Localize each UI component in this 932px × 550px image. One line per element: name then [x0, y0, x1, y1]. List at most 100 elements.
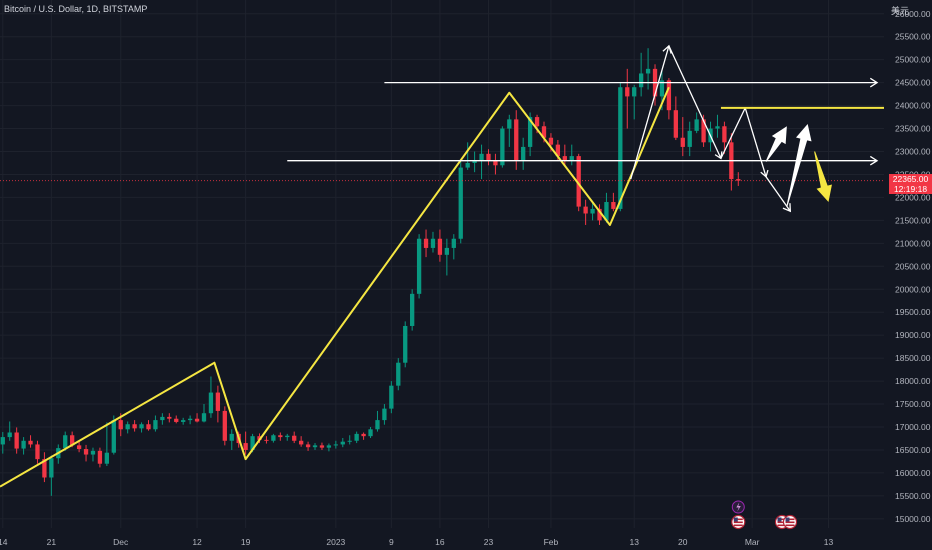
price-tick-label: 23500.00: [895, 124, 931, 134]
lightning-event-icon[interactable]: [731, 500, 745, 514]
price-tick-label: 24000.00: [895, 101, 931, 111]
price-tick-label: 19500.00: [895, 307, 931, 317]
candle-body: [625, 87, 630, 97]
candle-body: [666, 80, 672, 111]
candle-body: [638, 73, 644, 88]
price-tick-label: 24500.00: [895, 78, 931, 88]
us-flag-event-icon[interactable]: [731, 514, 746, 530]
price-tick-label: 15000.00: [895, 514, 931, 524]
time-tick-label: Feb: [544, 537, 559, 547]
candle-body: [659, 80, 665, 97]
candle-body: [396, 362, 401, 386]
white-zigzag-projection[interactable]: [630, 45, 791, 212]
candle-body: [49, 458, 54, 478]
flag-stripe: [785, 521, 795, 524]
horizontal-grid-lines: [0, 13, 884, 520]
yellow-forecast-arrow[interactable]: [814, 151, 832, 203]
candle-body: [604, 202, 609, 221]
candle-body: [28, 440, 33, 445]
candle-body: [76, 445, 82, 450]
candle-body: [146, 424, 151, 430]
current-price-tag: 22365.00 12:19:18: [889, 174, 932, 194]
candle-body: [63, 435, 68, 449]
candle-body: [548, 137, 554, 145]
bar-countdown: 12:19:18: [893, 184, 928, 194]
time-tick-label: Mar: [745, 537, 760, 547]
price-tick-label: 26000.00: [895, 9, 931, 19]
candle-body: [479, 153, 484, 161]
candle-body: [590, 208, 595, 214]
price-tick-label: 15500.00: [895, 491, 931, 501]
candle-body: [257, 436, 262, 440]
candle-body: [361, 433, 366, 437]
event-markers[interactable]: [731, 500, 798, 530]
candle-body: [472, 160, 477, 163]
candle-body: [285, 435, 290, 438]
flag-stripe: [777, 524, 787, 527]
time-tick-label: 19: [241, 537, 251, 547]
white-forecast-arrow[interactable]: [786, 123, 812, 207]
candle-body: [701, 119, 706, 143]
candle-body: [278, 435, 283, 438]
zigzag-arrowhead: [782, 203, 792, 213]
flag-canton: [733, 517, 738, 522]
candlestick-series: [0, 48, 741, 496]
candle-body: [125, 424, 130, 430]
annotation-drawings[interactable]: [0, 44, 884, 488]
candle-body: [576, 156, 581, 207]
candle-body: [271, 435, 276, 441]
candle-body: [139, 424, 144, 429]
time-tick-label: 13: [629, 537, 639, 547]
price-tick-label: 18500.00: [895, 353, 931, 363]
ray-arrowhead: [869, 155, 879, 166]
time-tick-label: Dec: [113, 537, 129, 547]
candle-body: [194, 418, 200, 422]
candle-body: [111, 420, 116, 453]
candle-body: [451, 238, 456, 248]
white-forecast-arrow[interactable]: [765, 126, 787, 162]
candle-body: [14, 432, 19, 449]
candle-body: [83, 449, 89, 455]
candle-body: [430, 238, 436, 248]
candle-body: [389, 385, 394, 409]
candle-body: [437, 238, 443, 255]
candle-body: [632, 87, 637, 97]
flag-stripe: [785, 518, 795, 521]
yellow-zigzag-trendline[interactable]: [0, 86, 670, 488]
candle-body: [736, 179, 741, 181]
time-axis[interactable]: 14 21 Dec 12 19 2023 9 16 23 Feb 13 20 Mar 13: [0, 537, 833, 547]
candle-body: [298, 440, 304, 445]
candle-body: [423, 238, 429, 248]
flag-stripe: [777, 518, 787, 521]
candle-body: [375, 420, 380, 430]
candle-body: [410, 293, 415, 326]
price-tick-label: 25500.00: [895, 32, 931, 42]
candle-body: [90, 450, 96, 455]
candle-body: [673, 110, 678, 138]
candle-body: [229, 433, 234, 441]
candle-body: [104, 452, 110, 464]
us-flag-event-icon[interactable]: [774, 514, 798, 530]
candle-body: [465, 162, 470, 168]
price-tick-label: 25000.00: [895, 55, 931, 65]
candle-body: [694, 119, 699, 131]
candle-body: [715, 126, 720, 129]
candle-body: [243, 443, 248, 450]
price-axis[interactable]: 15000.00 15500.00 16000.00 16500.00 17000.00…: [895, 9, 931, 524]
price-tick-label: 19000.00: [895, 330, 931, 340]
candle-body: [354, 433, 359, 441]
candle-body: [21, 440, 26, 449]
candle-body: [562, 156, 567, 161]
candle-body: [583, 206, 588, 214]
time-tick-label: 13: [824, 537, 834, 547]
candle-body: [722, 126, 727, 143]
candle-body: [403, 325, 408, 363]
price-tick-label: 17500.00: [895, 399, 931, 409]
flag-stripe: [785, 524, 795, 527]
candle-body: [527, 117, 533, 147]
flag-stripe: [733, 524, 743, 527]
price-tick-label: 23000.00: [895, 147, 931, 157]
candle-body: [174, 418, 179, 422]
candle-body: [312, 445, 318, 448]
